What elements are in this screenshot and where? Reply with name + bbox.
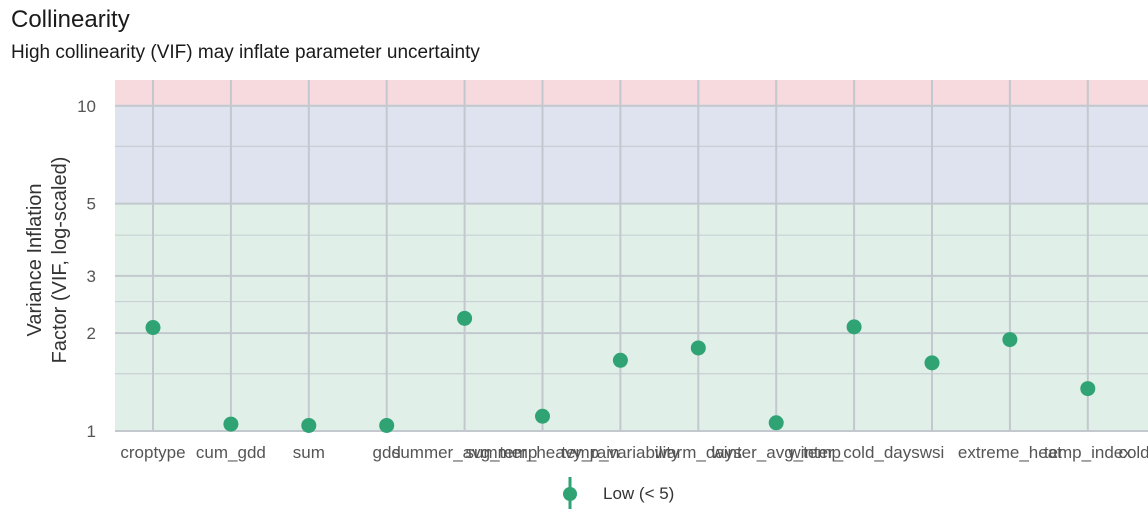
x-tick-label-9: winter_cold_days <box>787 443 919 462</box>
data-point-11 <box>1002 332 1018 348</box>
band-0 <box>115 203 1148 431</box>
y-tick-label-3: 5 <box>87 195 96 214</box>
x-tick-label-8: winter_avg_temp <box>710 443 840 462</box>
band-1 <box>115 105 1148 204</box>
data-point-6 <box>612 352 628 368</box>
y-axis-label-line-1: Variance Inflation <box>24 183 46 336</box>
chart-subtitle: High collinearity (VIF) may inflate para… <box>11 42 480 63</box>
x-tick-label-4: summer_avg_temp <box>392 443 538 462</box>
y-tick-label-1: 2 <box>87 324 96 343</box>
legend-label: Low (< 5) <box>603 484 675 503</box>
y-tick-label-2: 3 <box>87 267 96 286</box>
y-tick-label-0: 1 <box>87 422 96 441</box>
x-tick-label-12: temp_index <box>1044 443 1132 462</box>
legend-key-point <box>563 487 577 501</box>
data-point-5 <box>535 408 550 424</box>
x-tick-label-7: warm_days <box>654 443 742 462</box>
legend-key <box>563 477 577 509</box>
data-point-8 <box>768 415 784 431</box>
x-tick-label-6: temp_variability <box>561 443 680 462</box>
data-point-12 <box>1080 381 1096 397</box>
x-tick-label-10: wsi <box>919 443 945 462</box>
data-point-7 <box>690 340 706 356</box>
x-tick-label-13: cold_days_x <box>1118 443 1148 462</box>
data-point-0 <box>145 320 161 336</box>
data-point-10 <box>924 355 940 371</box>
x-tick-label-11: extreme_heat <box>958 443 1062 462</box>
data-point-1 <box>223 416 239 432</box>
data-point-3 <box>379 417 395 433</box>
band-2 <box>115 80 1148 106</box>
chart-title: Collinearity <box>11 6 130 33</box>
x-tick-label-5: summer_heavy_rain <box>465 443 619 462</box>
data-point-4 <box>457 310 473 326</box>
x-tick-label-0: croptype <box>120 443 185 462</box>
y-tick-label-4: 10 <box>77 97 96 116</box>
x-tick-label-3: gdd <box>373 443 401 462</box>
x-tick-label-1: cum_gdd <box>196 443 266 462</box>
x-tick-label-2: sum <box>293 443 325 462</box>
data-point-2 <box>301 417 317 433</box>
y-axis-label-line-2: Factor (VIF, log-scaled) <box>49 157 71 364</box>
data-point-9 <box>846 319 862 335</box>
